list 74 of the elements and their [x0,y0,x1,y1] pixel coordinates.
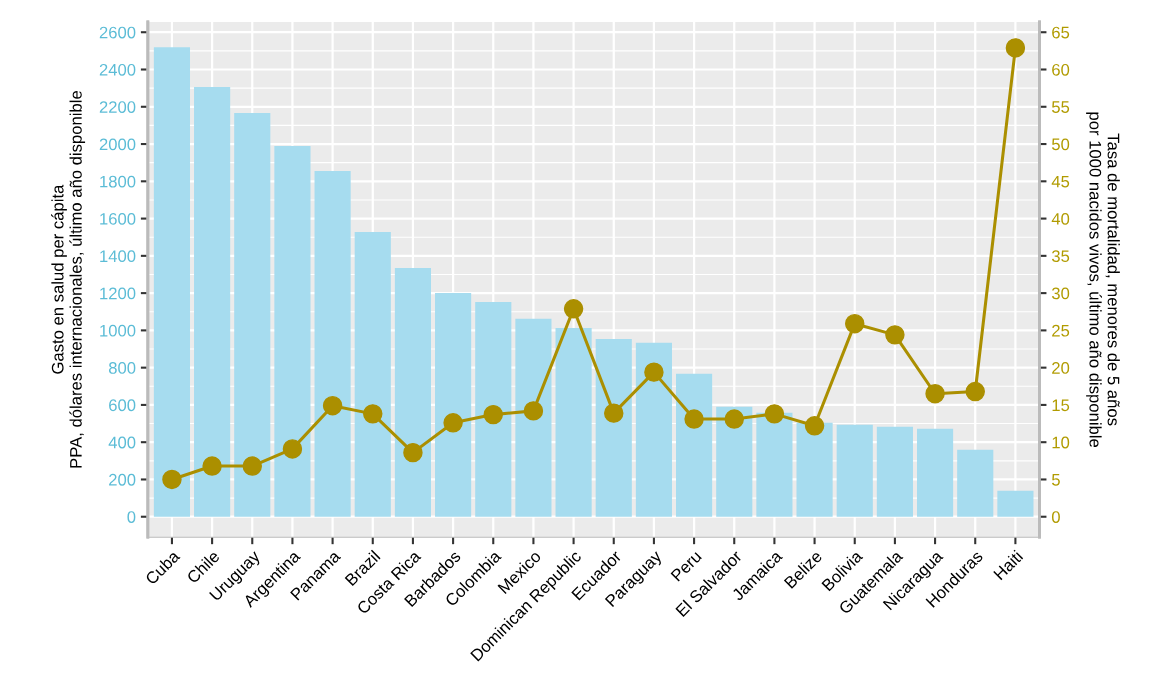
bar [314,171,351,517]
y2-tick-label: 60 [1052,63,1070,76]
bar [957,449,994,517]
bar [836,424,873,517]
bar [234,113,271,517]
point [242,456,262,476]
bar [917,428,954,517]
y2-tick-label: 50 [1051,138,1070,151]
y-tick-label: 800 [108,362,136,374]
y-tick-label: 600 [109,399,136,412]
point [604,403,624,423]
y2-tick-label: 30 [1051,287,1070,300]
point [684,409,704,429]
y2-tick-label: 5 [1051,474,1060,486]
y2-tick-label: 55 [1051,101,1070,113]
y2-tick-label: 40 [1051,212,1070,225]
y-tick-label: 2000 [99,138,136,151]
y-tick-label: 0 [127,511,136,523]
bar [354,232,391,517]
y-tick-label: 1200 [100,287,136,300]
y-tick-label: 2200 [99,101,136,113]
bar [153,47,191,517]
point [965,381,985,402]
y2-tick-label: 35 [1051,250,1070,263]
point [322,395,343,416]
point [363,404,383,424]
point [443,413,463,433]
y2-tick-label: 45 [1051,175,1070,188]
point [563,299,584,319]
bar [796,422,833,517]
point [403,442,423,463]
bar [716,406,753,517]
point [1005,38,1026,58]
y2-tick-label: 15 [1052,399,1070,412]
bar [676,373,713,517]
point [925,384,945,404]
bar [194,87,231,517]
y-tick-label: 2600 [99,26,136,39]
bar [555,327,592,517]
point [845,313,865,334]
point [162,469,182,490]
bar [635,342,672,517]
point [804,416,825,436]
y2-tick-label: 10 [1052,436,1070,449]
bar [595,338,632,517]
y-tick-label: 1000 [100,324,136,337]
point [483,404,503,425]
bar [756,412,793,517]
bar [876,426,913,517]
y2-tick-label: 0 [1051,511,1060,523]
point [202,456,222,476]
point [282,439,303,459]
bar [997,490,1034,517]
bar [274,146,311,517]
bar [475,301,512,517]
point [724,409,744,429]
y-tick-label: 400 [108,436,136,449]
y2-tick-label: 25 [1052,324,1070,337]
point [764,404,785,424]
y2-axis-title: Tasa de mortalidad, menores de 5 años por 1000 nacidos vivos, último año disponible [1086,112,1120,448]
point [644,362,664,382]
y-tick-label: 1600 [100,212,136,225]
y-tick-label: 200 [109,473,136,486]
bar [515,318,552,517]
y2-tick-label: 20 [1052,362,1070,374]
y-tick-label: 2400 [99,63,136,76]
point [885,325,905,345]
bar [435,292,472,517]
y-tick-label: 1400 [100,250,136,263]
y-axis-title: Gasto en salud per cápita PPA, dólares internacionales, último año disponible [51,91,86,468]
y2-tick-label: 65 [1052,26,1070,39]
bar [394,267,431,517]
point [523,401,544,421]
y-tick-label: 1800 [100,175,136,188]
